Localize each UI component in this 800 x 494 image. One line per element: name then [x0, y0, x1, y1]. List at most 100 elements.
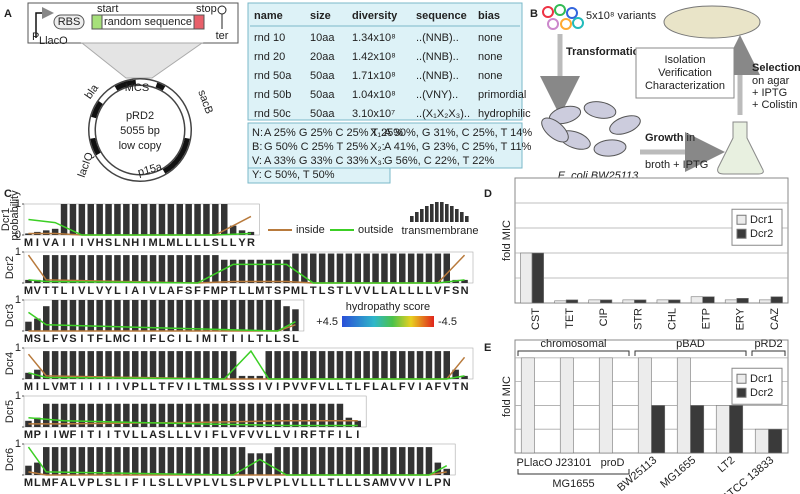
tm-bar	[25, 233, 32, 235]
tm-bar	[372, 447, 379, 475]
residue: V	[247, 429, 255, 441]
residue: L	[185, 429, 192, 441]
tm-bar	[96, 351, 103, 379]
panel-label: B	[530, 8, 538, 20]
residue: V	[123, 381, 131, 393]
tm-bar	[43, 403, 50, 427]
mcs-zoom	[80, 42, 204, 79]
residue: L	[167, 429, 174, 441]
tm-bar	[87, 447, 94, 475]
residue: M	[24, 285, 33, 297]
y-tick-label: 1	[15, 294, 21, 306]
composition-text: X₁:	[370, 127, 384, 139]
tm-bar	[292, 403, 299, 427]
tm-bar	[443, 351, 450, 379]
plasmid-icon	[542, 6, 554, 18]
composition-text: A 25% G 25% C 25% T 25%	[264, 127, 403, 139]
residue: L	[372, 381, 379, 393]
residue: S	[283, 333, 290, 345]
tm-bar	[78, 351, 86, 379]
legend-tm-icon	[415, 212, 419, 222]
legend-tm-icon	[450, 206, 454, 222]
tm-bar	[194, 447, 201, 475]
tm-bar	[310, 351, 317, 379]
tm-bar	[123, 351, 130, 379]
tm-bar	[318, 447, 326, 475]
tm-bar	[185, 255, 192, 283]
legend-tm-icon	[460, 212, 464, 222]
residue: M	[166, 237, 175, 249]
tm-bar	[87, 351, 94, 379]
residue: S	[247, 381, 254, 393]
tm-bar	[283, 351, 290, 379]
row-label: Dcr2	[4, 256, 16, 279]
residue: L	[345, 285, 352, 297]
residue: L	[381, 285, 388, 297]
legend-label: outside	[358, 224, 393, 236]
tm-bar	[158, 403, 166, 427]
bar	[559, 357, 574, 454]
tm-bar	[149, 300, 157, 331]
residue: L	[43, 333, 50, 345]
tm-bar	[301, 253, 308, 283]
tm-bar	[96, 403, 103, 427]
residue: I	[178, 333, 181, 345]
tm-bar	[149, 204, 157, 235]
petri-dish	[663, 5, 761, 39]
tm-bar	[105, 300, 112, 331]
residue: I	[36, 237, 39, 249]
tm-bar	[123, 204, 130, 235]
residue: V	[78, 477, 86, 489]
rbs-label: RBS	[58, 16, 81, 28]
tm-bar	[176, 204, 183, 235]
residue: L	[132, 429, 139, 441]
tm-bar	[354, 447, 361, 475]
insert-label: random sequence	[104, 16, 192, 28]
residue: S	[158, 429, 165, 441]
flask	[717, 121, 764, 175]
residue: W	[59, 429, 70, 441]
tm-bar	[390, 447, 397, 475]
group-bracket	[517, 350, 630, 356]
residue: P	[283, 285, 290, 297]
bar	[634, 299, 647, 304]
tm-bar	[87, 204, 94, 235]
tm-bar	[283, 259, 290, 283]
x-tick-label: TET	[564, 308, 576, 329]
hydropathy-end: -4.5	[438, 316, 457, 328]
residue: M	[24, 381, 33, 393]
residue: L	[283, 477, 290, 489]
residue: F	[194, 285, 201, 297]
residue: A	[131, 285, 139, 297]
residue: M	[211, 381, 220, 393]
residue: S	[452, 285, 459, 297]
tm-bar	[43, 351, 50, 379]
tm-bar	[256, 300, 264, 331]
growth-media: broth + IPTG	[645, 159, 708, 171]
table-header: sequence	[416, 10, 467, 22]
tm-bar	[194, 351, 201, 379]
tm-bar	[167, 255, 175, 283]
outside-line	[28, 218, 251, 236]
tm-bar	[247, 259, 255, 283]
tm-bar	[452, 369, 459, 379]
legend-label: inside	[296, 224, 325, 236]
tm-bar	[336, 447, 344, 475]
tm-bar	[390, 351, 397, 379]
residue: I	[89, 381, 92, 393]
tm-bar	[407, 351, 415, 379]
residue: L	[319, 285, 326, 297]
x-tick-label: ETP	[701, 308, 713, 329]
composition-text: V:	[252, 155, 262, 167]
tm-bar	[34, 318, 41, 331]
tm-bar	[140, 403, 148, 427]
tm-bar	[34, 279, 41, 283]
group-bracket	[751, 350, 786, 356]
tm-bar	[185, 204, 192, 235]
tm-bar	[51, 255, 59, 283]
residue: I	[356, 429, 359, 441]
residue: M	[380, 477, 389, 489]
x-tick-label: CHL	[666, 308, 678, 330]
residue: S	[229, 381, 236, 393]
cell	[583, 101, 617, 119]
